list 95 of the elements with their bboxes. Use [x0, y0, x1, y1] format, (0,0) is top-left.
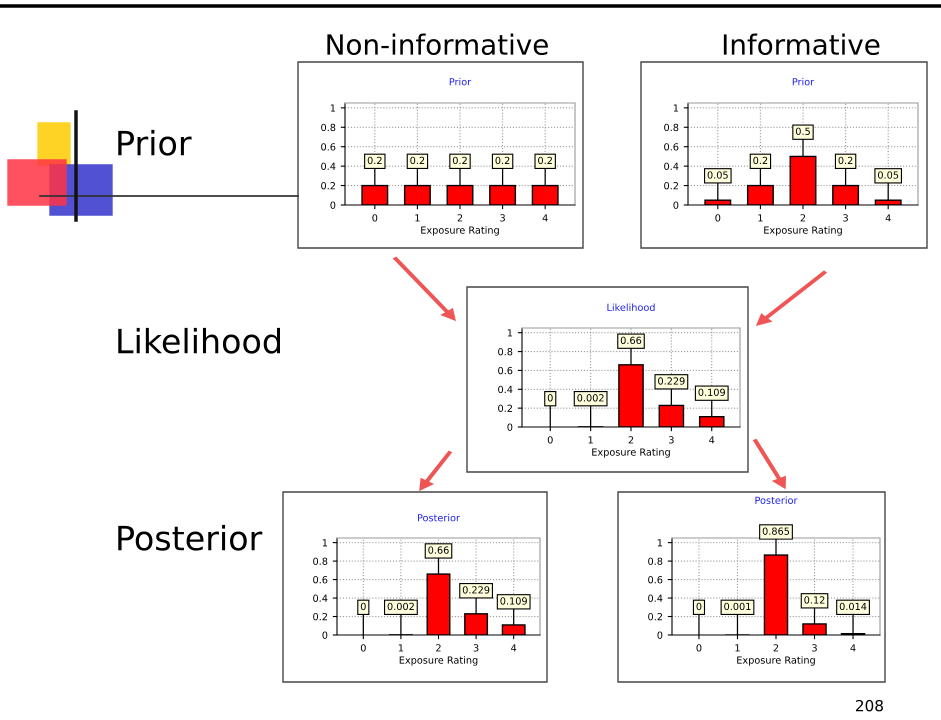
y-tick-label: 0: [507, 423, 512, 431]
y-tick-label: 0.2: [664, 182, 678, 190]
data-label: 0.2: [753, 156, 768, 164]
text: Likelihood: [118, 328, 280, 354]
x-tick-label: 0: [696, 644, 702, 652]
data-label: 0.2: [838, 156, 852, 164]
y-tick-label: 1: [322, 539, 328, 546]
y-tick-label: 0.4: [498, 386, 512, 394]
data-label: 0: [360, 602, 366, 610]
x-axis-title: Exposure Rating: [592, 448, 670, 458]
data-label: 0.002: [577, 394, 604, 402]
chart-title: Prior: [450, 78, 472, 86]
y-tick-label: 0: [657, 631, 662, 639]
x-axis-title: Exposure Rating: [421, 226, 499, 236]
x-tick-label: 2: [628, 436, 634, 444]
y-tick-label: 0.4: [313, 594, 328, 602]
y-tick-label: 0.6: [664, 143, 678, 151]
x-tick-label: 3: [812, 644, 817, 652]
data-label: 0.05: [878, 171, 898, 179]
data-label: 0.12: [804, 596, 824, 604]
y-tick-label: 1: [330, 104, 336, 112]
x-tick-label: 4: [709, 436, 714, 444]
data-label: 0.05: [708, 171, 728, 179]
x-tick-label: 1: [588, 436, 593, 444]
y-tick-label: 0.6: [321, 143, 336, 151]
text: Informative: [724, 34, 880, 56]
data-label: 0.2: [410, 156, 424, 164]
y-tick-label: 0.6: [498, 366, 512, 374]
data-label: 0.5: [796, 128, 810, 135]
x-tick-label: 2: [800, 214, 806, 222]
data-label: 0.109: [698, 388, 725, 396]
x-tick-label: 0: [360, 644, 366, 652]
y-tick-label: 0.6: [648, 576, 662, 584]
y-tick-label: 1: [508, 329, 512, 336]
x-tick-label: 3: [500, 214, 505, 222]
data-label: 0.66: [620, 336, 642, 344]
y-tick-label: 1: [674, 104, 678, 112]
chart-title: Likelihood: [607, 303, 655, 312]
y-tick-label: 0.6: [313, 576, 328, 584]
y-tick-label: 0: [330, 201, 336, 209]
x-tick-label: 2: [774, 644, 778, 652]
x-tick-label: 4: [511, 644, 516, 652]
x-tick-label: 4: [542, 214, 548, 222]
chart-title: Posterior: [418, 514, 460, 522]
y-tick-label: 0.8: [498, 348, 512, 356]
x-axis-title: Exposure Rating: [400, 656, 478, 666]
x-tick-label: 0: [372, 214, 378, 222]
data-label: 0.002: [388, 602, 414, 610]
x-tick-label: 0: [548, 436, 553, 444]
data-label: 0: [696, 602, 702, 610]
x-axis-title: Exposure Rating: [764, 226, 842, 236]
x-tick-label: 3: [474, 644, 478, 652]
data-label: 0: [548, 394, 553, 402]
y-tick-label: 0.2: [313, 613, 327, 620]
text: Posterior: [118, 524, 262, 551]
y-tick-label: 0: [673, 201, 678, 209]
x-tick-label: 3: [669, 436, 674, 444]
data-label: 0.2: [368, 156, 382, 164]
x-tick-label: 0: [715, 214, 720, 222]
x-tick-label: 1: [398, 644, 404, 652]
y-tick-label: 0.2: [321, 182, 335, 190]
data-label: 0.865: [762, 527, 790, 535]
data-label: 0.2: [538, 156, 552, 164]
data-label: 0.001: [724, 602, 750, 610]
y-tick-label: 1: [658, 539, 662, 546]
text: Non-informative: [327, 34, 548, 56]
data-label: 0.229: [658, 377, 685, 385]
data-label: 0.66: [428, 546, 449, 554]
chart-title: Posterior: [755, 496, 798, 504]
x-tick-label: 1: [758, 214, 763, 222]
x-tick-label: 1: [415, 214, 420, 222]
x-tick-label: 3: [843, 214, 848, 222]
data-label: 0.2: [452, 156, 467, 164]
y-tick-label: 0.4: [321, 162, 336, 170]
x-axis-title: Exposure Rating: [737, 656, 815, 666]
text: Prior: [118, 130, 192, 156]
data-label: 0.109: [500, 597, 527, 605]
y-tick-label: 0.8: [648, 558, 662, 565]
y-tick-label: 0.4: [664, 162, 678, 170]
x-tick-label: 1: [735, 644, 740, 652]
y-tick-label: 0.2: [648, 613, 662, 620]
y-tick-label: 0.2: [498, 404, 512, 412]
x-tick-label: 4: [850, 644, 856, 652]
text: 208: [856, 700, 883, 712]
y-tick-label: 0.4: [648, 594, 662, 602]
y-tick-label: 0.8: [313, 558, 328, 565]
y-tick-label: 0.8: [664, 124, 678, 132]
x-tick-label: 2: [436, 644, 441, 652]
x-tick-label: 2: [458, 214, 462, 222]
data-label: 0.014: [840, 602, 866, 610]
chart-title: Prior: [792, 78, 814, 86]
y-tick-label: 0.8: [321, 124, 336, 132]
x-tick-label: 4: [886, 214, 891, 222]
data-label: 0.229: [462, 586, 490, 594]
y-tick-label: 0: [322, 631, 328, 639]
